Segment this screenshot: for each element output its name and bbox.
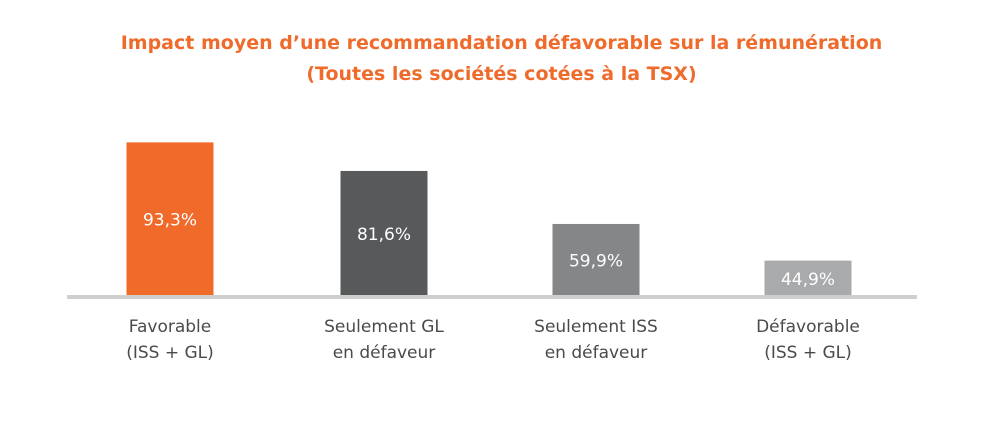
chart-subtitle: (Toutes les sociétés cotées à la TSX): [306, 63, 697, 85]
category-label-3-line-2: en défaveur: [545, 343, 648, 363]
category-label-2-line-2: en défaveur: [333, 343, 436, 363]
category-label-3-line-1: Seulement ISS: [534, 317, 658, 337]
bar-value-label-2: 81,6%: [357, 225, 411, 245]
category-label-4-line-2: (ISS + GL): [764, 343, 852, 363]
bar-1: [126, 142, 214, 297]
category-label-1-line-1: Favorable: [129, 317, 211, 337]
bars-group: [126, 142, 852, 297]
bar-2: [340, 170, 428, 297]
bar-value-label-4: 44,9%: [781, 270, 835, 290]
labels-group: 93,3% Favorable (ISS + GL) 81,6% Seulement G…: [126, 211, 860, 363]
category-label-1-line-2: (ISS + GL): [126, 343, 214, 363]
category-label-4-line-1: Défavorable: [756, 317, 860, 337]
bar-4: [764, 260, 852, 297]
bar-value-label-3: 59,9%: [569, 251, 623, 271]
chart-title: Impact moyen d’une recommandation défavo…: [120, 32, 883, 54]
bar-3: [552, 223, 640, 297]
bar-value-label-1: 93,3%: [143, 211, 197, 231]
category-label-2-line-1: Seulement GL: [324, 317, 444, 337]
